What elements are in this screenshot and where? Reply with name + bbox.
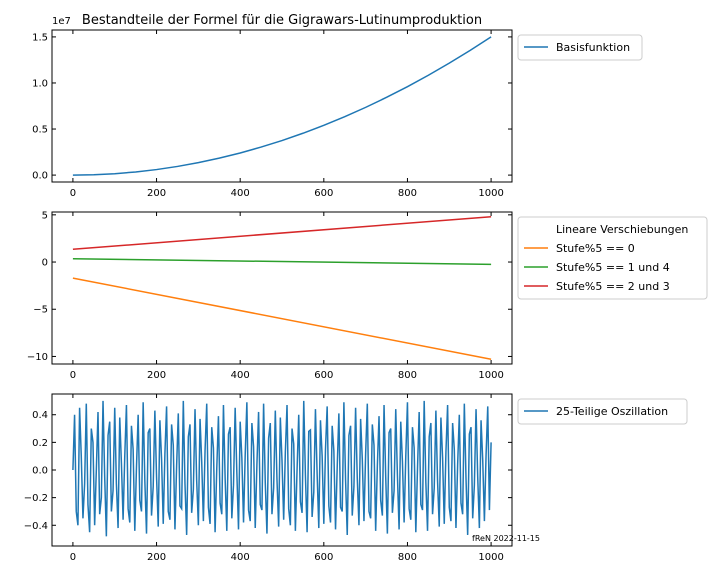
x-tick-label: 0 [70, 552, 76, 563]
legend-box [517, 216, 708, 300]
y-tick-label: −0.4 [24, 521, 48, 532]
x-tick-label: 200 [147, 370, 166, 381]
y-tick-label: 0.2 [32, 438, 48, 449]
legend-label: Stufe%5 == 2 und 3 [556, 280, 670, 293]
x-tick-label: 1000 [478, 188, 503, 199]
x-tick-label: 600 [314, 188, 333, 199]
y-tick-label: 0 [42, 258, 48, 269]
plot-area [72, 400, 492, 537]
legend-label: Basisfunktion [556, 41, 630, 54]
x-tick-label: 400 [231, 370, 250, 381]
x-tick-label: 1000 [478, 370, 503, 381]
legend: Lineare Verschiebungen Stufe%5 == 0 Stufe%… [517, 216, 708, 300]
y-tick-label: −5 [33, 305, 48, 316]
x-tick-label: 400 [231, 188, 250, 199]
watermark: fReN 2022-11-15 [472, 534, 540, 543]
legend-box [517, 398, 688, 425]
x-tick-label: 800 [398, 188, 417, 199]
series-line-1 [72, 36, 492, 176]
y-tick-label: 1.0 [32, 78, 48, 89]
legend: Basisfunktion [517, 34, 643, 61]
y-tick-label: −10 [27, 352, 48, 363]
y-offset-label: 1e7 [52, 16, 71, 27]
panel-1: 0 200 400 600 800 1000 0.0 0.5 1.0 1.5 1e7 Basisfun… [32, 16, 643, 199]
axes-frame [51, 29, 513, 183]
panel-2: 0 200 400 600 800 1000 −10 −5 0 5 Lineare Verschie… [27, 210, 708, 381]
legend-box [517, 34, 643, 61]
x-tick-label: 200 [147, 552, 166, 563]
plot-area [72, 36, 492, 176]
x-tick-label: 400 [231, 552, 250, 563]
x-tick-label: 800 [398, 370, 417, 381]
y-tick-label: 1.5 [32, 32, 48, 43]
y-tick-label: 0.4 [32, 410, 48, 421]
series-line-3 [72, 215, 492, 251]
x-tick-label: 600 [314, 552, 333, 563]
y-tick-label: 0.0 [32, 171, 48, 182]
y-tick-label: 0.0 [32, 466, 48, 477]
y-tick-label: −0.2 [24, 493, 48, 504]
y-tick-label: 5 [42, 210, 48, 221]
legend-title: Lineare Verschiebungen [556, 223, 688, 236]
x-tick-label: 800 [398, 552, 417, 563]
axes-frame [51, 211, 513, 365]
legend-label: Stufe%5 == 0 [556, 242, 635, 255]
series-line-1 [72, 400, 492, 537]
series-line-1 [72, 277, 492, 361]
legend: 25-Teilige Oszillation [517, 398, 688, 425]
x-tick-label: 0 [70, 188, 76, 199]
x-tick-label: 1000 [478, 552, 503, 563]
chart-panels: 0 200 400 600 800 1000 0.0 0.5 1.0 1.5 1e7 Basisfun… [24, 16, 708, 563]
x-tick-label: 200 [147, 188, 166, 199]
figure-title: Bestandteile der Formel für die Gigrawar… [82, 13, 482, 28]
legend-label: Stufe%5 == 1 und 4 [556, 261, 670, 274]
legend-label: 25-Teilige Oszillation [556, 405, 668, 418]
panel-3: 0 200 400 600 800 1000 −0.4 −0.2 0.0 0.2 0.4 25-Tei… [24, 393, 688, 563]
x-tick-label: 0 [70, 370, 76, 381]
series-line-2 [72, 257, 492, 266]
x-tick-label: 600 [314, 370, 333, 381]
y-tick-label: 0.5 [32, 125, 48, 136]
plot-area [72, 215, 492, 361]
